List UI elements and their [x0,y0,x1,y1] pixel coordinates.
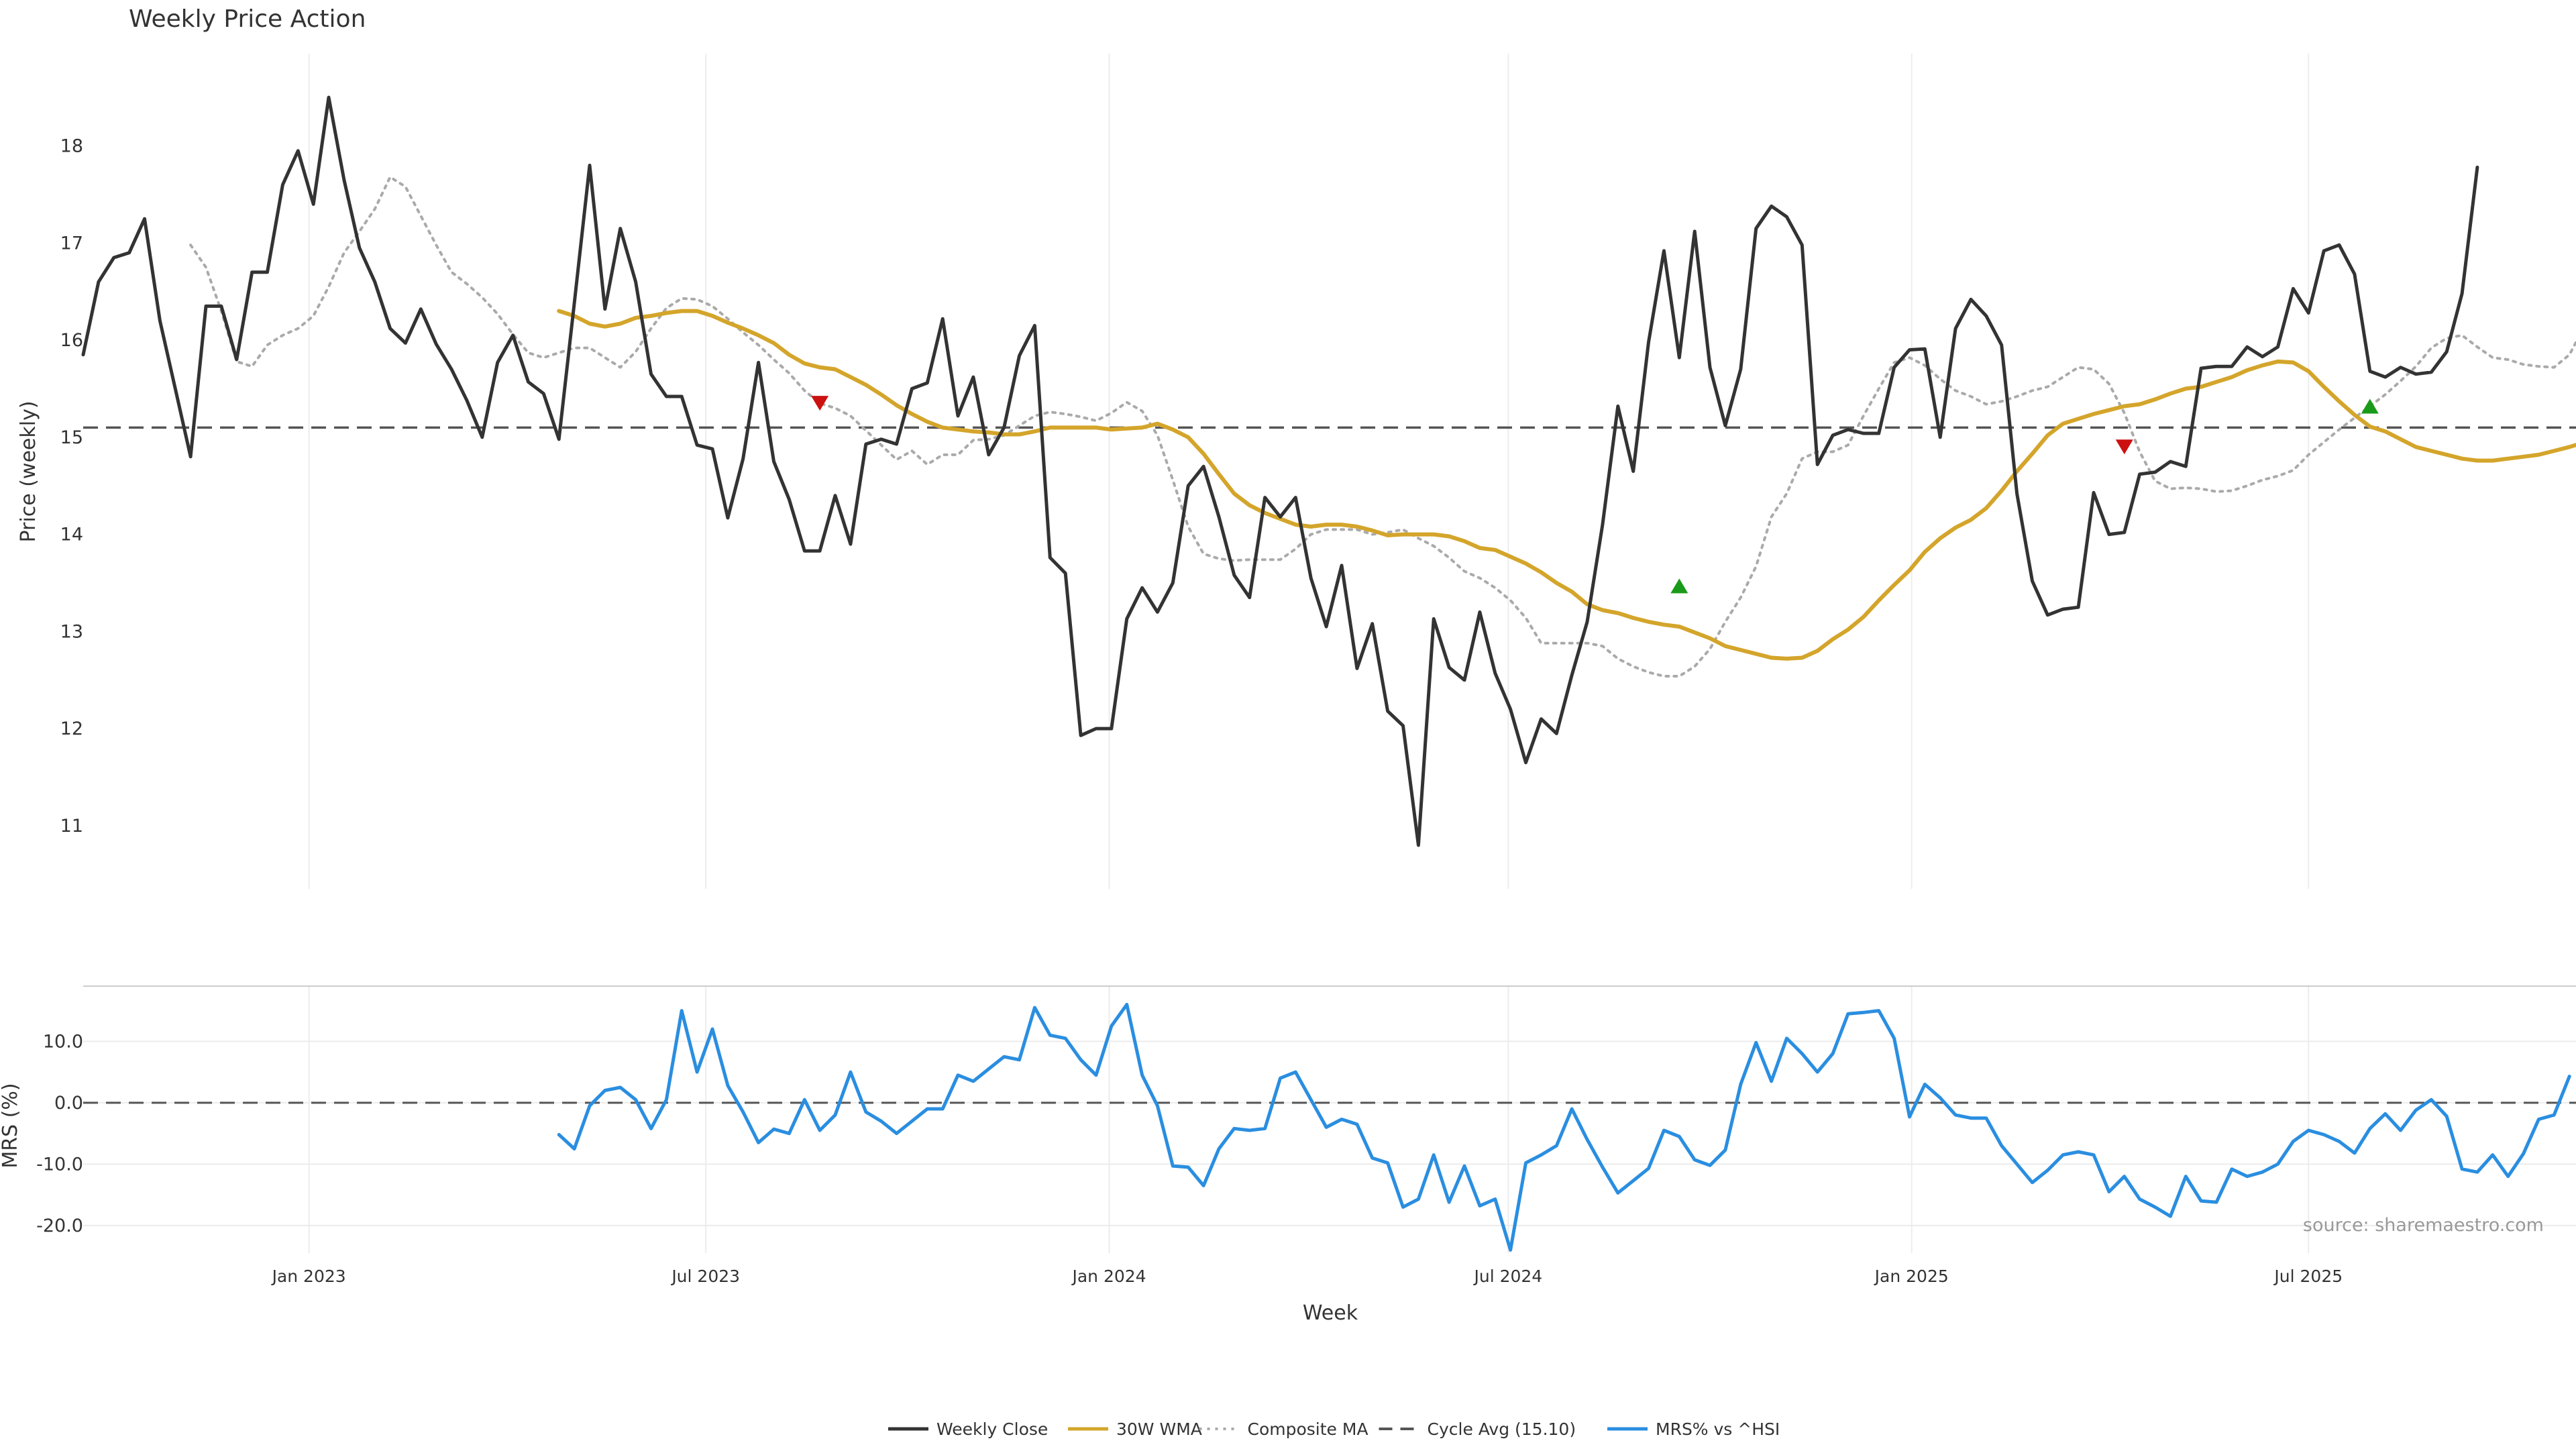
series-composite-ma-line [189,175,2576,678]
x-tick-label: Jan 2025 [1874,1267,1949,1286]
source-label: source: sharemaestro.com [2303,1215,2544,1236]
legend: Weekly Close 30W WMA Composite MA Cycle Avg… [888,1419,1780,1439]
price-series-group [81,95,2576,847]
legend-label-mrs-vs-hsi: MRS% vs ^HSI [1656,1419,1780,1439]
signal-marker-up [2361,398,2379,414]
x-tick-label: Jul 2025 [2273,1267,2343,1286]
price-y-axis-label: Price (weekly) [17,400,40,542]
x-axis-label: Week [1303,1301,1358,1325]
x-tick-label: Jul 2024 [1472,1267,1542,1286]
price-y-tick-label: 13 [60,621,83,642]
mrs-y-axis-ticks: 10.0 0.0 -10.0 -20.0 [36,1031,83,1236]
x-tick-label: Jul 2023 [670,1267,740,1286]
signal-markers [811,396,2379,594]
series-weekly-close-line [81,95,2479,847]
price-y-tick-label: 11 [60,816,83,837]
signal-marker-down [811,396,829,411]
signal-marker-down [2115,439,2133,455]
series-30w-wma-line [557,309,2576,661]
price-y-tick-label: 16 [60,330,83,351]
series-mrs-vs-hsi-line [557,1002,2571,1252]
legend-label-weekly-close: Weekly Close [936,1419,1048,1439]
signal-marker-up [1670,578,1688,594]
mrs-y-tick-label: 10.0 [43,1031,83,1052]
legend-label-30w-wma: 30W WMA [1116,1419,1202,1439]
mrs-series-group [557,1002,2571,1252]
price-y-tick-label: 18 [60,136,83,157]
mrs-y-axis-label: MRS (%) [0,1083,22,1168]
x-axis-ticks: Jan 2023 Jul 2023 Jan 2024 Jul 2024 Jan 2025… [271,1267,2343,1286]
x-tick-label: Jan 2023 [271,1267,346,1286]
legend-label-cycle-avg-15-10: Cycle Avg (15.10) [1428,1419,1576,1439]
price-y-tick-label: 17 [60,233,83,254]
legend-label-composite-ma: Composite MA [1248,1419,1368,1439]
mrs-y-tick-label: -10.0 [36,1154,83,1175]
price-y-tick-label: 14 [60,525,83,545]
x-tick-label: Jan 2024 [1071,1267,1146,1286]
price-y-tick-label: 15 [60,427,83,448]
chart-title: Weekly Price Action [129,5,366,33]
price-gridlines [308,54,2310,889]
mrs-y-tick-label: 0.0 [54,1093,83,1114]
price-y-axis-ticks: 11 12 13 14 15 16 17 18 [60,136,83,837]
price-y-tick-label: 12 [60,718,83,739]
mrs-y-tick-label: -20.0 [36,1216,83,1236]
